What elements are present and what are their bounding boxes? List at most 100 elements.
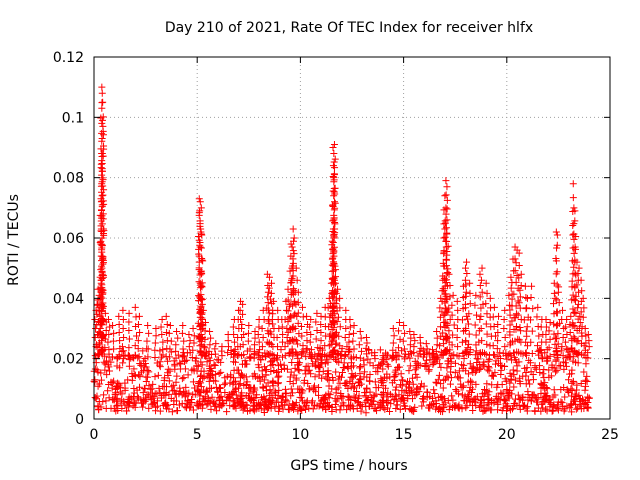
data-point (562, 323, 570, 331)
data-point (134, 337, 142, 345)
data-point (102, 404, 110, 412)
data-point (266, 386, 274, 394)
data-point (330, 178, 338, 186)
data-point (575, 288, 583, 296)
data-point (131, 351, 139, 359)
data-point (442, 177, 450, 185)
data-point (338, 394, 346, 402)
data-point (315, 391, 323, 399)
data-point (98, 220, 106, 228)
data-point (441, 225, 449, 233)
data-point (173, 372, 181, 380)
data-point (129, 402, 137, 410)
data-point (365, 402, 373, 410)
data-point (571, 297, 579, 305)
data-point (190, 367, 198, 375)
data-point (357, 375, 365, 383)
grid (94, 57, 610, 419)
data-point (204, 396, 212, 404)
data-point (398, 347, 406, 355)
data-point (98, 206, 106, 214)
data-point (409, 395, 417, 403)
data-point (96, 273, 104, 281)
data-point (524, 403, 532, 411)
data-point (290, 250, 298, 258)
data-point (363, 350, 371, 358)
data-point (410, 343, 418, 351)
data-point (176, 359, 184, 367)
data-point (330, 216, 338, 224)
data-point (551, 294, 559, 302)
data-point (492, 395, 500, 403)
data-point (433, 328, 441, 336)
data-point (509, 366, 517, 374)
data-point (471, 321, 479, 329)
data-point (494, 353, 502, 361)
data-point (523, 323, 531, 331)
data-point (575, 264, 583, 272)
data-point (100, 145, 108, 153)
data-point (579, 313, 587, 321)
data-point (584, 404, 592, 412)
data-point (256, 377, 264, 385)
data-point (178, 329, 186, 337)
data-point (505, 291, 513, 299)
data-point (433, 379, 441, 387)
data-point (425, 367, 433, 375)
data-point (570, 204, 578, 212)
data-point (356, 401, 364, 409)
data-point (208, 393, 216, 401)
data-point (582, 376, 590, 384)
data-point (98, 137, 106, 145)
data-point (449, 291, 457, 299)
data-point (349, 402, 357, 410)
data-point (165, 405, 173, 413)
data-point (507, 273, 515, 281)
data-point (206, 328, 214, 336)
data-point (389, 346, 397, 354)
data-point (215, 396, 223, 404)
data-point (503, 403, 511, 411)
data-point (554, 398, 562, 406)
data-point (179, 345, 187, 353)
data-point (512, 302, 520, 310)
data-point (304, 380, 312, 388)
data-point (200, 352, 208, 360)
data-point (174, 407, 182, 415)
data-point (190, 332, 198, 340)
data-point (255, 363, 263, 371)
data-point (514, 391, 522, 399)
data-point (312, 362, 320, 370)
data-point (465, 330, 473, 338)
data-point (201, 393, 209, 401)
data-point (91, 394, 99, 402)
data-point (584, 331, 592, 339)
data-point (401, 353, 409, 361)
data-point (440, 376, 448, 384)
data-point (198, 310, 206, 318)
data-point (448, 341, 456, 349)
data-point (336, 406, 344, 414)
data-point (512, 322, 520, 330)
data-point (342, 325, 350, 332)
data-point (206, 341, 214, 349)
data-point (576, 318, 584, 326)
data-point (542, 323, 550, 331)
data-point (539, 395, 547, 403)
data-point (458, 405, 466, 413)
data-point (145, 404, 153, 412)
data-point (235, 380, 243, 388)
data-point (98, 89, 106, 97)
data-point (105, 331, 113, 339)
data-point (550, 300, 557, 308)
data-point (299, 397, 307, 405)
data-point (330, 259, 338, 267)
data-point (534, 303, 542, 311)
data-point (477, 304, 485, 312)
data-point (558, 343, 566, 351)
data-point (372, 367, 380, 375)
data-point (119, 325, 127, 332)
data-point (288, 358, 296, 366)
data-point (170, 386, 178, 394)
data-point (471, 351, 479, 359)
